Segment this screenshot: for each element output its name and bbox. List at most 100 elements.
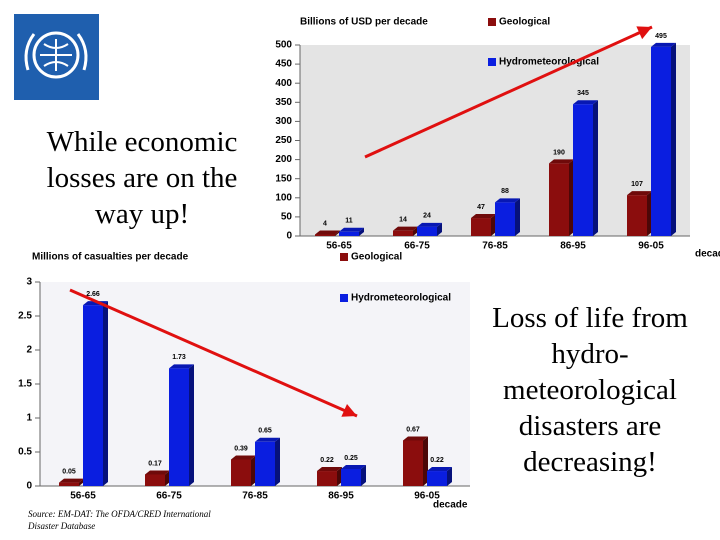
bar-side bbox=[275, 437, 280, 486]
bar-top bbox=[651, 42, 676, 47]
arrow-head bbox=[636, 26, 652, 40]
value-label: 0.22 bbox=[320, 457, 334, 464]
legend-swatch bbox=[488, 58, 496, 66]
y-tick-label: 1 bbox=[26, 413, 32, 424]
value-label: 107 bbox=[631, 181, 643, 188]
value-label: 0.17 bbox=[148, 460, 162, 467]
bar-top bbox=[495, 198, 520, 203]
y-tick-label: 50 bbox=[281, 212, 293, 223]
bar-top bbox=[417, 222, 442, 227]
x-tick-label: 86-95 bbox=[560, 241, 586, 252]
y-tick-label: 3 bbox=[26, 277, 32, 288]
chart-title: Millions of casualties per decade bbox=[32, 252, 189, 263]
value-label: 11 bbox=[345, 218, 353, 225]
bar-top bbox=[169, 364, 194, 369]
y-tick-label: 1.5 bbox=[18, 379, 32, 390]
legend-swatch bbox=[340, 253, 348, 261]
bar-side bbox=[447, 467, 452, 486]
bar-side bbox=[359, 227, 364, 236]
bar bbox=[231, 459, 251, 486]
bar-side bbox=[569, 159, 574, 236]
y-tick-label: 200 bbox=[275, 154, 292, 165]
y-tick-label: 250 bbox=[275, 135, 292, 146]
right-text: Loss of life from hydro-meteorological d… bbox=[492, 302, 688, 478]
value-label: 2.66 bbox=[86, 291, 100, 298]
x-tick-label: 66-75 bbox=[156, 491, 182, 502]
bar bbox=[627, 195, 647, 236]
bar-side bbox=[103, 301, 108, 486]
x-axis-label: decade bbox=[695, 249, 720, 260]
x-tick-label: 96-05 bbox=[638, 241, 664, 252]
legend-swatch bbox=[340, 294, 348, 302]
x-tick-label: 96-05 bbox=[414, 491, 440, 502]
bar-top bbox=[231, 455, 256, 460]
bar-side bbox=[423, 436, 428, 486]
bar bbox=[573, 104, 593, 237]
value-label: 0.67 bbox=[406, 426, 420, 433]
legend-label: Hydrometeorological bbox=[351, 293, 451, 304]
bar bbox=[339, 231, 359, 236]
bar-top bbox=[471, 214, 496, 219]
y-tick-label: 100 bbox=[275, 192, 292, 203]
bar bbox=[315, 234, 335, 236]
value-label: 24 bbox=[423, 213, 431, 220]
logo-globe bbox=[32, 31, 80, 79]
x-tick-label: 56-65 bbox=[70, 491, 96, 502]
bar-side bbox=[251, 455, 256, 486]
bar-side bbox=[491, 214, 496, 236]
legend-label: Geological bbox=[499, 17, 550, 28]
chart-title: Billions of USD per decade bbox=[300, 17, 428, 28]
y-tick-label: 0 bbox=[286, 231, 292, 242]
value-label: 1.73 bbox=[172, 354, 186, 361]
legend-label: Geological bbox=[351, 252, 402, 263]
bar-side bbox=[437, 222, 442, 236]
arrow bbox=[69, 288, 358, 418]
y-tick-label: 450 bbox=[275, 59, 292, 70]
bar bbox=[145, 474, 165, 486]
x-tick-label: 86-95 bbox=[328, 491, 354, 502]
value-label: 4 bbox=[323, 220, 327, 227]
bar-side bbox=[647, 191, 652, 236]
value-label: 190 bbox=[553, 149, 565, 156]
value-label: 0.25 bbox=[344, 455, 358, 462]
y-tick-label: 2.5 bbox=[18, 311, 32, 322]
bar bbox=[417, 226, 437, 236]
value-label: 47 bbox=[477, 204, 485, 211]
value-label: 0.65 bbox=[258, 428, 272, 435]
logo-laurel bbox=[24, 33, 88, 71]
bar-side bbox=[79, 478, 84, 486]
bar bbox=[471, 218, 491, 236]
bar bbox=[59, 482, 79, 486]
bar bbox=[393, 230, 413, 236]
bar-side bbox=[165, 470, 170, 486]
y-tick-label: 0.5 bbox=[18, 447, 32, 458]
bar bbox=[495, 202, 515, 236]
value-label: 0.05 bbox=[62, 468, 76, 475]
legend-label: Hydrometeorological bbox=[499, 57, 599, 68]
value-label: 88 bbox=[501, 188, 509, 195]
bar-side bbox=[593, 100, 598, 237]
bar bbox=[169, 368, 189, 486]
bar bbox=[341, 469, 361, 486]
bar-top bbox=[145, 470, 170, 475]
bar-top bbox=[549, 159, 574, 164]
bar bbox=[83, 305, 103, 486]
y-tick-label: 2 bbox=[26, 345, 32, 356]
bar-top bbox=[627, 191, 652, 196]
x-tick-label: 76-85 bbox=[242, 491, 268, 502]
x-axis-label: decade bbox=[433, 500, 468, 511]
y-tick-label: 500 bbox=[275, 40, 292, 51]
bar-side bbox=[189, 364, 194, 486]
bar-side bbox=[361, 465, 366, 486]
x-tick-label: 56-65 bbox=[326, 241, 352, 252]
source: Source: EM-DAT: The OFDA/CRED Internatio… bbox=[28, 509, 211, 531]
bar-top bbox=[339, 227, 364, 232]
y-tick-label: 400 bbox=[275, 78, 292, 89]
value-label: 14 bbox=[399, 216, 407, 223]
y-tick-label: 0 bbox=[26, 481, 32, 492]
logo-lines bbox=[40, 39, 72, 71]
bar-top bbox=[255, 437, 280, 442]
bar-side bbox=[671, 42, 676, 236]
bar-top bbox=[403, 436, 428, 441]
